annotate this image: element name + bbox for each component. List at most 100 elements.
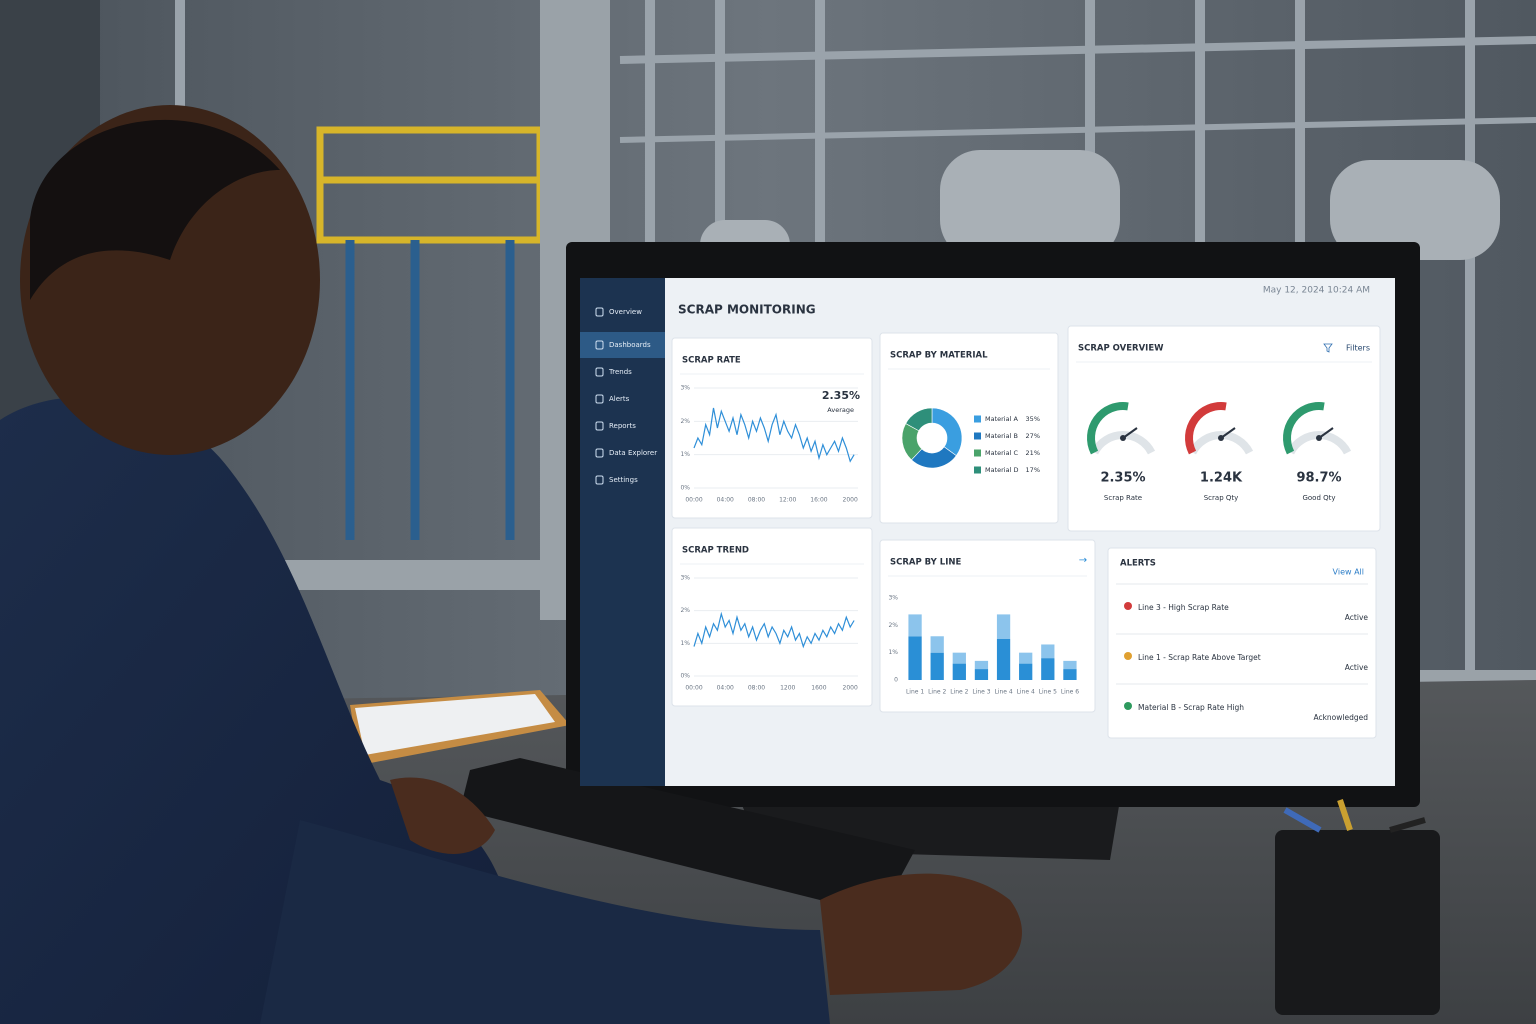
bar-segment bbox=[1019, 663, 1033, 680]
y-tick-label: 2% bbox=[680, 607, 690, 614]
value-label: 17% bbox=[1026, 466, 1040, 474]
panel bbox=[1067, 325, 1381, 532]
alert-dot bbox=[1124, 702, 1132, 710]
bar-segment bbox=[952, 663, 966, 680]
platform-legs bbox=[345, 240, 515, 540]
sidebar-icon bbox=[595, 394, 604, 404]
sidebar-icon bbox=[595, 421, 604, 431]
x-tick-label: Line 4 bbox=[994, 689, 1012, 696]
x-tick-label: 2000 bbox=[843, 685, 858, 692]
legend-swatch bbox=[974, 466, 981, 474]
legend-label: Material D bbox=[985, 466, 1018, 474]
alert-text[interactable]: Line 3 - High Scrap Rate bbox=[1138, 603, 1229, 612]
value-label: 35% bbox=[1026, 415, 1040, 423]
value-label: 21% bbox=[1026, 449, 1040, 457]
pens bbox=[1283, 799, 1426, 833]
person-arm bbox=[260, 820, 830, 1024]
sidebar-item[interactable]: Alerts bbox=[609, 395, 630, 403]
legend-label: Material B bbox=[985, 432, 1018, 440]
bar-segment bbox=[996, 614, 1011, 639]
sidebar-item[interactable]: Dashboards bbox=[609, 341, 651, 349]
page-title: SCRAP MONITORING bbox=[678, 303, 816, 317]
alert-status: Acknowledged bbox=[1313, 713, 1368, 722]
bar-segment bbox=[908, 614, 922, 637]
x-tick-label: Line 2 bbox=[950, 689, 968, 696]
sidebar-item[interactable]: Data Explorer bbox=[609, 449, 657, 457]
bar-segment bbox=[1063, 669, 1077, 680]
alert-text[interactable]: Material B - Scrap Rate High bbox=[1138, 703, 1244, 712]
y-tick-label: 0% bbox=[680, 485, 690, 492]
sidebar-item[interactable]: Reports bbox=[609, 422, 636, 430]
y-tick-label: 3% bbox=[888, 595, 898, 602]
person-hair bbox=[30, 119, 280, 301]
y-tick-label: 1% bbox=[680, 451, 690, 458]
gauge-label: Scrap Qty bbox=[1204, 494, 1239, 502]
panel bbox=[671, 527, 873, 707]
gauge-fill bbox=[1087, 402, 1129, 455]
alert-text[interactable]: Line 1 - Scrap Rate Above Target bbox=[1138, 653, 1261, 662]
x-tick-label: Line 1 bbox=[906, 689, 924, 696]
pen-holder bbox=[1275, 830, 1440, 1015]
x-tick-label: 1600 bbox=[811, 685, 826, 692]
x-tick-label: 00:00 bbox=[685, 685, 702, 692]
x-tick-label: 04:00 bbox=[717, 685, 734, 692]
value-label: 27% bbox=[1026, 432, 1040, 440]
x-tick-label: 08:00 bbox=[748, 685, 765, 692]
y-tick-label: 1% bbox=[680, 640, 690, 647]
x-tick-label: Line 5 bbox=[1039, 689, 1057, 696]
x-tick-label: 16:00 bbox=[810, 497, 827, 504]
panel-title: SCRAP BY MATERIAL bbox=[890, 351, 988, 361]
panel-title: SCRAP RATE bbox=[682, 356, 741, 366]
y-tick-label: 0 bbox=[894, 677, 898, 684]
panel bbox=[1107, 547, 1377, 739]
sidebar-icon bbox=[595, 367, 604, 377]
sidebar bbox=[580, 278, 665, 786]
bar-segment bbox=[1063, 660, 1077, 670]
bar-segment bbox=[1041, 658, 1055, 680]
panel bbox=[671, 337, 873, 519]
y-tick-label: 3% bbox=[680, 575, 690, 582]
gauge-value: 1.24K bbox=[1200, 471, 1243, 486]
dashboard: SCRAP MONITORING May 12, 2024 10:24 AM O… bbox=[580, 278, 1381, 786]
x-tick-label: 2000 bbox=[843, 497, 858, 504]
legend-label: Material A bbox=[985, 415, 1018, 423]
bar-segment bbox=[1041, 644, 1055, 659]
bar-segment bbox=[930, 636, 944, 653]
keyboard bbox=[460, 758, 915, 915]
gauge-label: Good Qty bbox=[1302, 494, 1335, 502]
y-tick-label: 0% bbox=[680, 673, 690, 680]
panel-arrow: → bbox=[1079, 555, 1087, 566]
sidebar-icon bbox=[595, 307, 604, 317]
x-tick-label: 04:00 bbox=[717, 497, 734, 504]
alert-dot bbox=[1124, 602, 1132, 610]
sidebar-item[interactable]: Trends bbox=[608, 368, 632, 376]
gauge-value: 2.35% bbox=[1100, 471, 1145, 486]
sidebar-item[interactable]: Settings bbox=[609, 476, 638, 484]
panel-title: SCRAP OVERVIEW bbox=[1078, 344, 1164, 354]
bar-segment bbox=[974, 660, 989, 670]
legend-label: Material C bbox=[985, 449, 1018, 457]
y-tick-label: 2% bbox=[888, 622, 898, 629]
panel-title: SCRAP TREND bbox=[682, 546, 749, 556]
x-tick-label: Line 3 bbox=[972, 689, 990, 696]
x-tick-label: 00:00 bbox=[685, 497, 702, 504]
view-all-link[interactable]: View All bbox=[1333, 568, 1364, 577]
gauge-label: Scrap Rate bbox=[1104, 494, 1142, 502]
person-hand bbox=[820, 873, 1022, 995]
line-series bbox=[693, 407, 855, 463]
sidebar-item[interactable]: Overview bbox=[609, 308, 642, 316]
bar-segment bbox=[908, 636, 922, 680]
filter-button[interactable]: Filters bbox=[1346, 344, 1370, 353]
bar-segment bbox=[952, 652, 966, 664]
donut-slice bbox=[905, 407, 933, 432]
alert-dot bbox=[1124, 652, 1132, 660]
bar-segment bbox=[1019, 652, 1033, 664]
y-tick-label: 3% bbox=[680, 385, 690, 392]
gauge-fill bbox=[1283, 402, 1325, 455]
line-series bbox=[693, 611, 855, 649]
sidebar-icon bbox=[595, 448, 604, 458]
gauge-hub bbox=[1120, 435, 1126, 441]
summary-value: 2.35% bbox=[822, 389, 860, 402]
